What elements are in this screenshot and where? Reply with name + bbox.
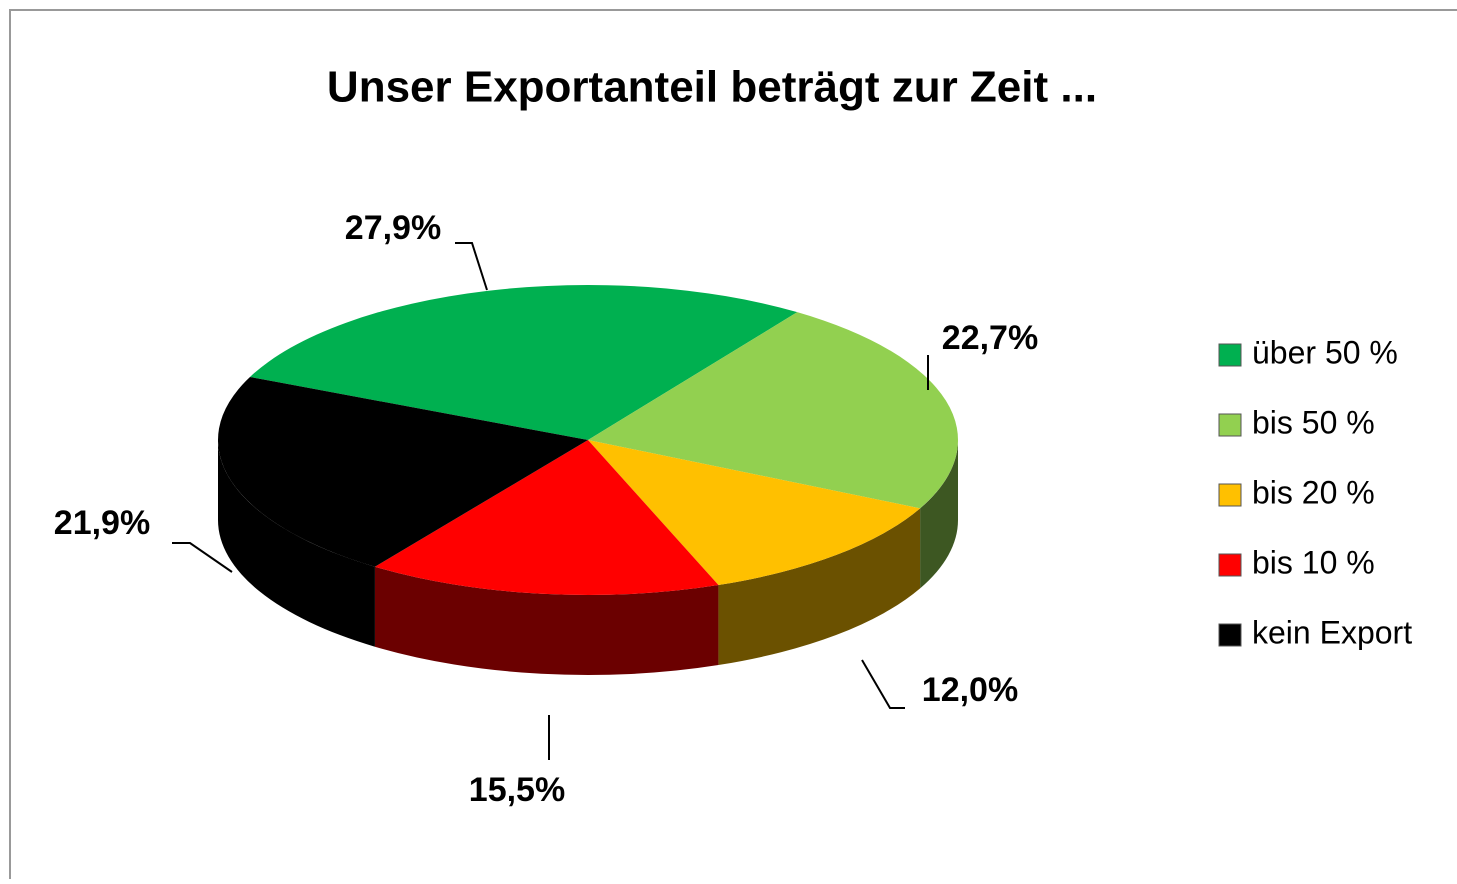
- leader-line: [172, 542, 233, 573]
- legend-swatch: [1218, 623, 1242, 647]
- legend-swatch: [1218, 343, 1242, 367]
- legend-label: kein Export: [1252, 614, 1412, 650]
- data-label: 22,7%: [942, 319, 1038, 357]
- slice-side: [920, 440, 958, 589]
- legend-label: über 50 %: [1252, 334, 1398, 370]
- leader-line: [861, 659, 905, 709]
- legend-swatch: [1218, 553, 1242, 577]
- legend-label: bis 20 %: [1252, 474, 1375, 510]
- leader-line: [455, 242, 488, 291]
- data-label: 21,9%: [54, 504, 150, 542]
- data-label: 15,5%: [469, 771, 565, 809]
- legend-label: bis 10 %: [1252, 544, 1375, 580]
- slice: [374, 440, 719, 596]
- slice: [249, 285, 798, 440]
- data-label: 12,0%: [922, 671, 1018, 709]
- slice: [588, 440, 921, 586]
- chart-title: Unser Exportanteil beträgt zur Zeit ...: [327, 63, 1097, 112]
- slice: [217, 376, 588, 567]
- legend-swatch: [1218, 483, 1242, 507]
- legend-swatch: [1218, 413, 1242, 437]
- slice: [588, 312, 958, 509]
- data-label: 27,9%: [345, 209, 441, 247]
- legend-label: bis 50 %: [1252, 404, 1375, 440]
- slice-side: [718, 508, 921, 666]
- legend: über 50 % bis 50 % bis 20 % bis 10 % kein Ex…: [1218, 334, 1412, 650]
- slice-side: [374, 566, 719, 675]
- slice-side: [218, 440, 375, 647]
- pie: 27,9% 22,7% 12,0% 15,5% 21,9%: [54, 209, 1038, 809]
